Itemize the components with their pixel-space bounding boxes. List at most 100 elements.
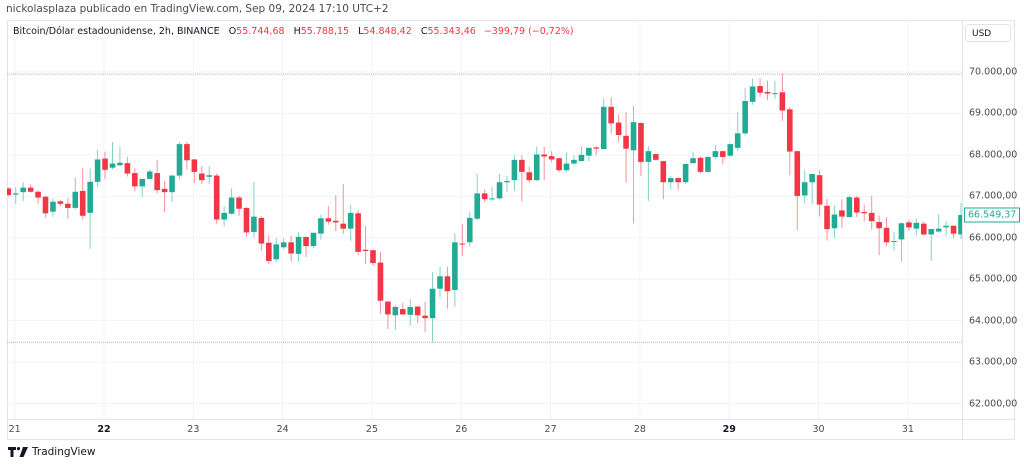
candle-bearish: [854, 197, 860, 213]
candle-bearish: [422, 315, 428, 319]
candle-bullish: [727, 144, 734, 156]
candle-bearish: [362, 249, 369, 252]
currency-button[interactable]: USD: [965, 24, 1011, 42]
close-value: 55.343,46: [427, 26, 476, 37]
candle-bullish: [347, 212, 354, 229]
candle-bearish: [593, 147, 600, 149]
candle-bullish: [943, 225, 949, 228]
change-value: −399,79 (−0,72%): [483, 26, 574, 37]
candle-bearish: [35, 191, 41, 198]
candle-bearish: [764, 91, 771, 94]
open-label: O: [228, 26, 237, 37]
candle-bullish: [429, 288, 436, 319]
candle-bullish: [772, 93, 778, 95]
candle-bullish: [496, 182, 503, 199]
time-tick-label: 22: [97, 424, 111, 435]
chart-frame: [7, 20, 1015, 440]
candlestick-chart[interactable]: [7, 20, 962, 419]
candle-bearish: [414, 306, 421, 316]
candle-bearish: [213, 175, 220, 220]
candle-bearish: [288, 242, 294, 254]
candle-bearish: [868, 212, 875, 222]
candle-bullish: [139, 178, 146, 187]
candle-bullish: [221, 212, 227, 220]
candle-bullish: [913, 222, 920, 229]
candle-bearish: [42, 196, 49, 214]
candle-bearish: [325, 218, 332, 222]
candle-bearish: [370, 250, 376, 264]
candle-bullish: [801, 182, 808, 196]
low-value: 54.848,42: [363, 26, 412, 37]
candle-bullish: [682, 163, 689, 183]
candle-bullish: [571, 159, 577, 164]
candle-bearish: [697, 157, 704, 172]
candle-bearish: [27, 187, 34, 192]
candle-bullish: [228, 197, 235, 214]
time-tick-label: 23: [187, 424, 200, 435]
candle-bullish: [72, 191, 79, 208]
candle-bullish: [295, 236, 302, 254]
candle-bullish: [12, 193, 19, 195]
candle-bearish: [332, 220, 339, 223]
candle-bullish: [109, 163, 116, 168]
candle-bullish: [489, 198, 495, 200]
candle-bearish: [303, 236, 309, 247]
symbol-title[interactable]: Bitcoin/Dólar estadounidense, 2h, BINANC…: [13, 26, 220, 37]
candle-bullish: [600, 106, 607, 150]
candle-bullish: [705, 156, 711, 172]
candle-bearish: [608, 106, 614, 124]
candle-bearish: [556, 158, 562, 171]
tradingview-logo[interactable]: TradingView: [8, 446, 95, 458]
candle-bearish: [399, 309, 406, 315]
candle-bearish: [161, 188, 168, 193]
candle-bullish: [87, 181, 93, 213]
candle-bullish: [578, 154, 585, 162]
candle-bullish: [734, 133, 741, 148]
candle-bearish: [816, 175, 823, 205]
tradingview-brand: TradingView: [32, 446, 96, 458]
price-tick-label: 63.000,00: [969, 356, 1018, 368]
candle-bearish: [243, 207, 250, 233]
candle-bearish: [236, 197, 242, 209]
close-label: C: [420, 26, 428, 37]
time-tick-label: 29: [722, 424, 736, 435]
candle-bullish: [50, 201, 56, 212]
candle-bearish: [132, 173, 138, 187]
candle-bullish: [563, 163, 570, 171]
candle-bearish: [355, 213, 361, 252]
time-tick-label: 25: [365, 424, 378, 435]
candle-bearish: [660, 161, 667, 183]
candle-bearish: [548, 156, 555, 160]
candle-bearish: [787, 109, 793, 152]
candle-bearish: [906, 222, 912, 228]
tradingview-logo-icon: [8, 447, 28, 457]
candle-bullish: [645, 151, 652, 162]
candle-bearish: [7, 188, 12, 196]
candle-bullish: [690, 158, 696, 164]
candle-bearish: [385, 301, 391, 315]
high-label: H: [293, 26, 301, 37]
candle-bullish: [407, 306, 414, 315]
candle-bullish: [712, 151, 719, 157]
candle-bearish: [794, 151, 801, 196]
candle-bullish: [437, 276, 443, 289]
candle-bearish: [638, 122, 644, 162]
candle-bullish: [928, 229, 935, 235]
price-tick-label: 70.000,00: [969, 66, 1018, 78]
price-tick-label: 68.000,00: [969, 149, 1018, 161]
candle-bearish: [184, 144, 190, 161]
candle-bullish: [146, 171, 153, 179]
candle-bearish: [65, 203, 71, 208]
candle-bearish: [779, 92, 786, 111]
price-axis-divider: [962, 20, 963, 440]
candle-bullish: [251, 216, 257, 232]
candle-bullish: [891, 241, 897, 243]
candle-bullish: [452, 242, 458, 290]
candle-bullish: [310, 232, 317, 247]
low-label: L: [358, 26, 364, 37]
candle-bearish: [79, 190, 86, 216]
candle-bullish: [586, 147, 592, 156]
candle-bearish: [124, 163, 131, 174]
candle-bullish: [169, 175, 175, 193]
time-tick-label: 30: [812, 424, 825, 435]
